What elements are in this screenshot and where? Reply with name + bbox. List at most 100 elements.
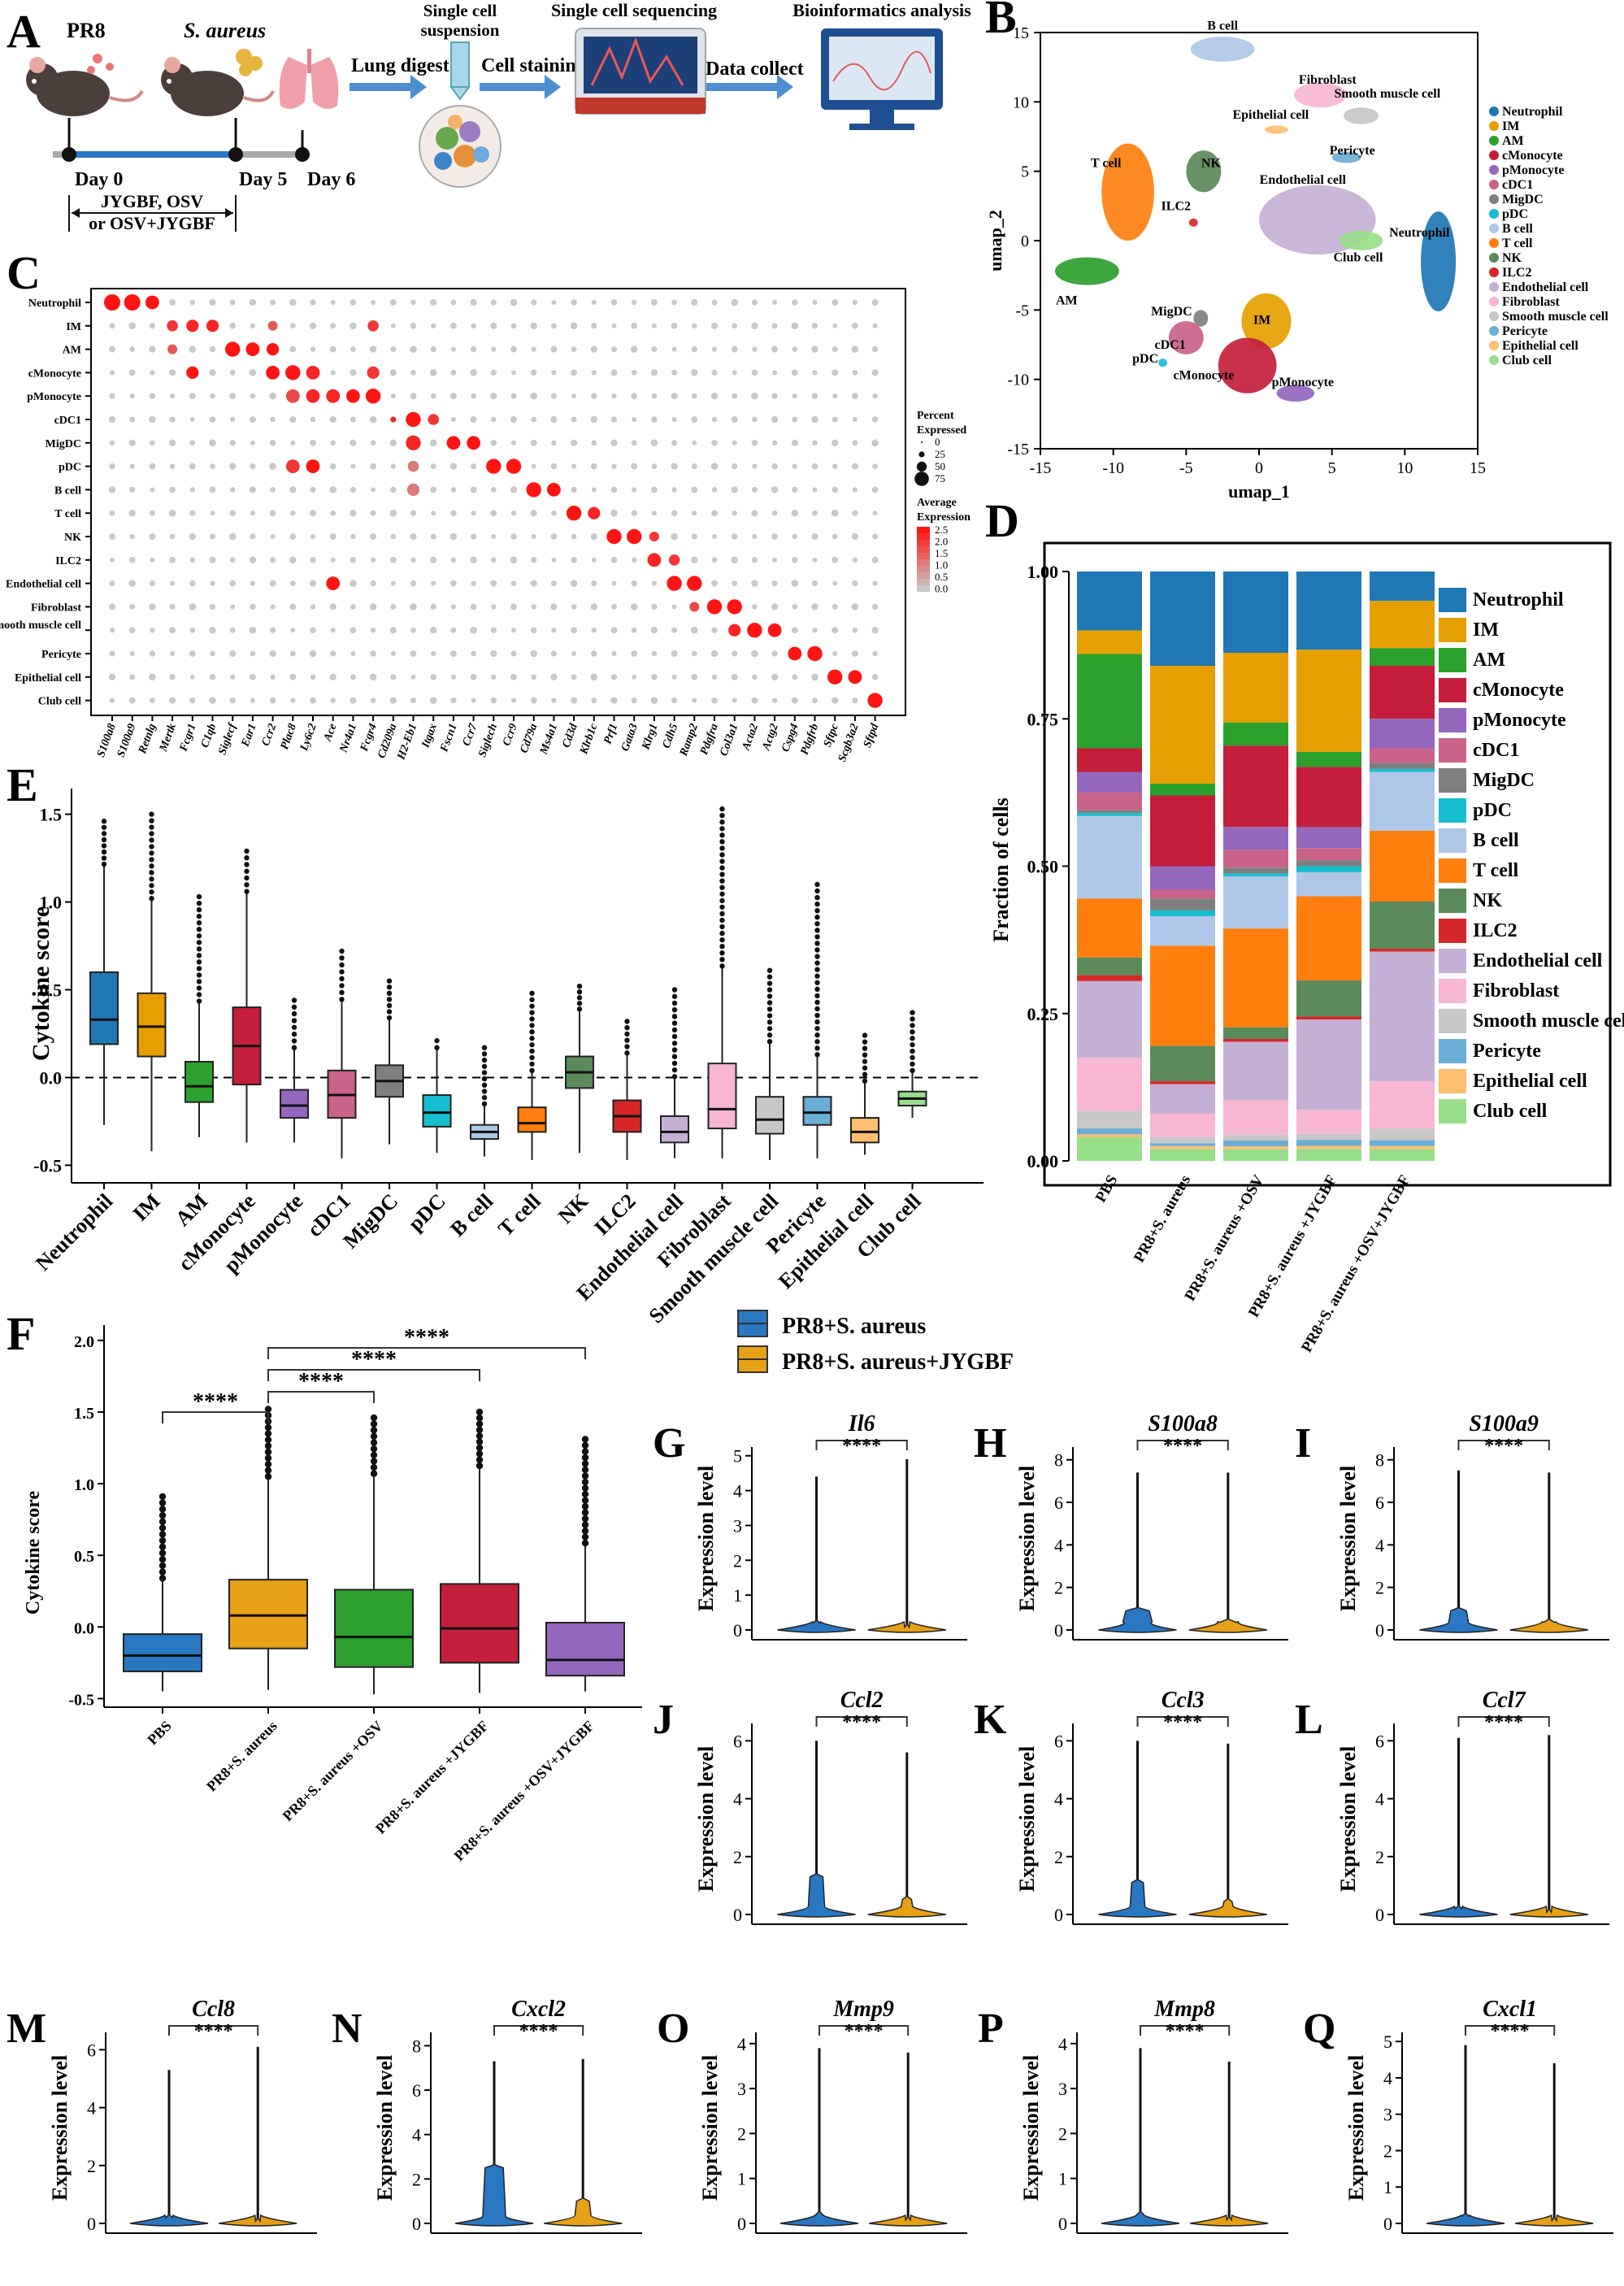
expression-dot [852,393,858,400]
outlier-point [339,962,345,968]
expression-dot [530,369,537,376]
expression-dot [249,626,257,634]
outlier-point [766,1026,773,1032]
outlier-point [671,1054,678,1059]
expression-dot [250,533,256,540]
stack-segment [1296,1145,1361,1150]
expression-dot [832,416,838,423]
stack-segment [1370,719,1435,749]
dotplot-frame [90,288,906,716]
expression-dot [189,603,197,611]
expression-dot [250,416,256,423]
legend-swatch [1439,1039,1466,1063]
expression-dot [571,651,577,656]
panel-label: H [974,1420,1006,1467]
panel-label: O [657,2006,689,2052]
expression-dot [306,389,320,403]
expression-dot [732,698,737,703]
expression-dot [310,299,316,306]
legend-swatch [1489,355,1499,365]
expression-dot [210,580,215,586]
expression-dot [611,463,617,469]
y-tick-label: 1.0 [40,893,63,913]
expression-dot [104,294,120,311]
expression-dot [490,627,497,633]
legend-entry: Pericyte [1473,1041,1541,1062]
expression-dot [651,463,658,469]
expression-dot [471,650,476,657]
stack-segment [1150,1114,1215,1137]
expression-dot [832,486,838,493]
expression-dot [751,697,758,704]
expression-dot [550,580,557,587]
expression-dot [811,323,819,329]
expression-dot [149,415,156,424]
expression-dot [711,557,718,563]
y-tick-label: 2 [1054,1847,1063,1867]
expression-dot [209,298,216,306]
outlier-point [814,881,820,888]
mouse1-label: PR8 [67,19,106,42]
expression-dot [209,346,216,353]
expression-dot [329,673,337,680]
expression-dot [128,697,136,704]
violin-panel-il6: G 0 1 2 3 4 5 Expression level Il6**** [653,1411,967,1641]
outlier-point [719,897,725,904]
expression-dot [591,580,597,587]
gene-label: Nr4a1 [337,722,359,754]
box [755,1096,784,1135]
expression-dot [449,393,457,400]
stack-segment [1077,898,1142,958]
expression-dot [530,322,537,329]
stack-segment [1370,949,1435,952]
outlier-point [158,1568,167,1575]
legend-title: Average [917,497,957,509]
expression-dot [290,628,296,633]
stack-segment [1223,1149,1288,1161]
legend-title: Expressed [917,424,966,437]
expression-dot [531,674,537,680]
outlier-point [766,974,773,980]
legend-entry: Epithelial cell [1473,1071,1587,1092]
expression-dot [711,369,718,376]
expression-dot [732,370,737,376]
gene-label: Ly6c2 [298,722,319,753]
outlier-point [101,855,107,861]
expression-dot [330,440,336,446]
expression-dot [389,556,397,563]
outlier-point [291,1038,297,1044]
expression-dot [751,299,758,306]
expression-dot [150,440,155,446]
significance-bracket [1457,1440,1550,1450]
violin-ylabel: Expression level [694,1466,718,1611]
expression-dot [590,463,597,470]
significance-bracket [493,2025,584,2036]
violin-ylabel: Expression level [698,2055,722,2201]
violin-panel-s100a9: I 0 2 4 6 8 Expression level S100a9**** [1295,1411,1609,1641]
panel-label-c: C [7,246,41,299]
expression-dot [250,393,256,399]
expression-dot [752,533,758,540]
expression-dot [791,627,798,634]
expression-dot [571,533,577,540]
expression-dot [691,626,698,634]
outlier-point [370,1470,378,1477]
expression-dot [550,463,558,470]
gene-label: Col3a1 [718,722,740,758]
expression-dot [390,393,396,399]
legend-swatch [1439,768,1466,793]
panel-a: A PR8 S. aureus [7,0,971,233]
expression-dot [389,369,397,376]
expression-dot [872,533,879,540]
legend-entry: pDC [1473,800,1512,821]
umap-cluster-label: AM [1056,294,1078,308]
expression-dot [389,697,397,704]
expression-dot [150,487,155,493]
expression-dot [310,486,316,493]
expression-dot [309,510,317,517]
expression-dot [692,323,697,329]
expression-dot [510,323,517,329]
expression-dot [430,627,437,634]
stack-segment [1077,815,1142,899]
outlier-point [196,940,202,945]
